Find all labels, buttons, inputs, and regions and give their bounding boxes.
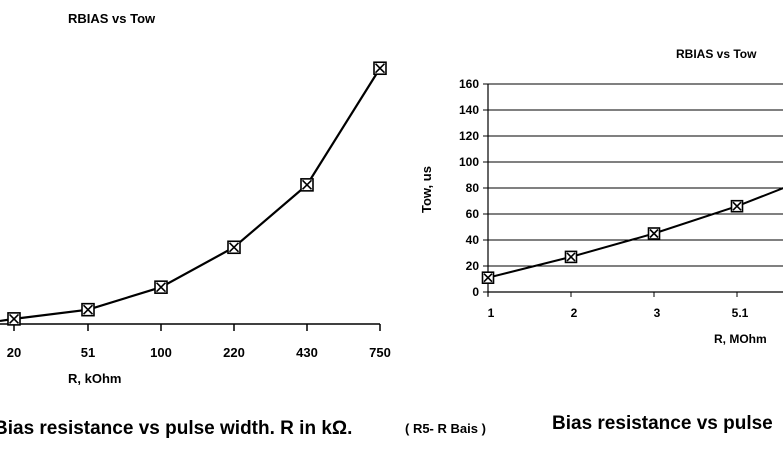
left-marker-4 [300, 178, 314, 192]
right-x-tick-label-1: 2 [571, 306, 578, 320]
right-y-tick-label-6: 120 [459, 129, 479, 143]
right-x-tick-label-2: 3 [654, 306, 661, 320]
right-marker-0 [481, 271, 495, 285]
left-marker-3-cross-b [228, 242, 240, 253]
left-marker-5-cross-b [374, 63, 386, 74]
right-marker-1 [564, 250, 578, 264]
left-marker-4-cross-b [301, 179, 313, 190]
right-marker-3-cross-b [732, 201, 742, 211]
right-y-tick-label-4: 80 [466, 181, 480, 195]
left-x-tick-label-2: 100 [150, 345, 172, 360]
left-chart-title: RBIAS vs Tow [68, 11, 156, 26]
right-chart: RBIAS vs Tow 0 20 40 60 80 100 120 140 160 1 2 3 5.… [419, 47, 783, 346]
right-marker-1-cross-b [566, 252, 576, 262]
right-x-axis-label: R, MOhm [714, 332, 767, 346]
right-y-tick-labels: 0 20 40 60 80 100 120 140 160 [459, 77, 479, 299]
left-marker-0-cross-b [8, 313, 20, 324]
left-caption-note: ( R5- R Bais ) [405, 421, 486, 436]
left-x-tick-label-0: 20 [7, 345, 21, 360]
right-marker-3 [730, 199, 744, 213]
left-marker-2-cross-b [155, 282, 167, 293]
left-series-markers [7, 61, 387, 326]
left-x-tick-label-3: 220 [223, 345, 245, 360]
right-y-ticks [483, 83, 488, 293]
right-caption: Bias resistance vs pulse [552, 413, 773, 434]
right-y-tick-label-3: 60 [466, 207, 480, 221]
right-x-tick-label-0: 1 [488, 306, 495, 320]
left-x-ticks [13, 324, 381, 331]
right-y-tick-label-7: 140 [459, 103, 479, 117]
right-chart-title: RBIAS vs Tow [676, 47, 757, 61]
right-x-ticks [487, 292, 738, 297]
right-y-tick-label-8: 160 [459, 77, 479, 91]
left-marker-1 [81, 302, 95, 317]
left-caption: Bias resistance vs pulse width. R in kΩ. [0, 418, 353, 439]
left-x-axis-label: R, kOhm [68, 371, 121, 386]
right-y-tick-label-0: 0 [472, 285, 479, 299]
left-x-tick-label-5: 750 [369, 345, 391, 360]
left-marker-3 [227, 240, 241, 255]
left-x-tick-labels: 20 51 100 220 430 750 [7, 345, 391, 360]
left-x-tick-label-1: 51 [81, 345, 95, 360]
right-series-line [487, 187, 783, 279]
left-series-line [0, 67, 381, 323]
right-y-tick-label-2: 40 [466, 233, 480, 247]
left-marker-0 [7, 312, 21, 326]
right-x-tick-label-3: 5.1 [732, 306, 749, 320]
left-marker-1-cross-b [82, 304, 94, 315]
right-y-tick-label-5: 100 [459, 155, 479, 169]
left-x-tick-label-4: 430 [296, 345, 318, 360]
left-marker-2 [154, 280, 168, 294]
right-marker-0-cross-b [483, 273, 493, 283]
right-series-markers [481, 199, 744, 285]
right-y-axis-label: Tow, us [419, 166, 434, 213]
right-x-tick-labels: 1 2 3 5.1 [488, 306, 749, 320]
left-chart: RBIAS vs Tow 20 51 100 220 430 750 R, kOhm [0, 11, 391, 386]
left-marker-5 [373, 61, 387, 76]
right-marker-2-cross-b [649, 228, 659, 239]
right-y-tick-label-1: 20 [466, 259, 480, 273]
right-marker-2 [647, 227, 661, 240]
